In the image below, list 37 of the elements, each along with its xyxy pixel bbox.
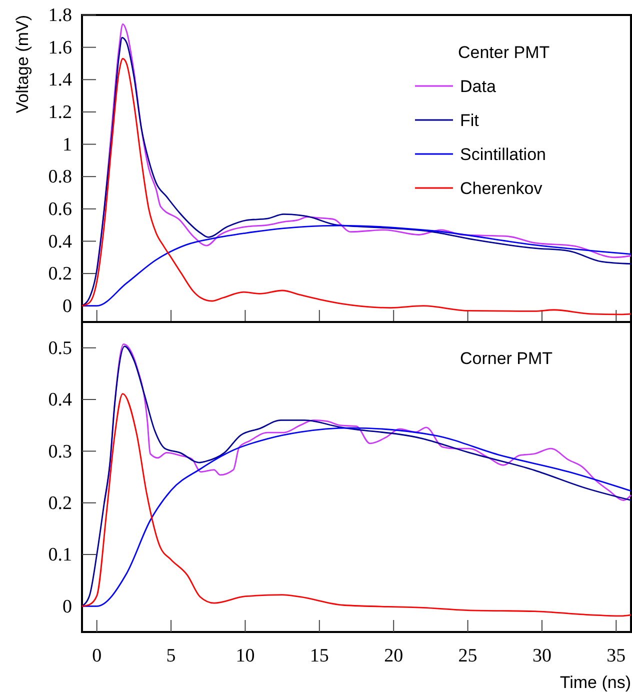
y-tick-label: 0.8 — [48, 166, 72, 188]
y-tick-label: 0.4 — [48, 231, 72, 252]
legend-label: Scintillation — [460, 145, 546, 164]
y-tick-label: 1 — [62, 134, 72, 156]
x-tick-label: 10 — [236, 645, 255, 666]
x-tick-label: 25 — [458, 645, 478, 666]
y-tick-label: 0.3 — [48, 441, 72, 462]
legend-label: Fit — [460, 111, 480, 130]
legend-label: Data — [460, 77, 496, 96]
x-tick-label: 0 — [92, 645, 102, 666]
y-tick-label: 0.1 — [48, 544, 72, 566]
y-tick-label: 1.4 — [48, 70, 72, 91]
y-axis-title: Voltage (mV) — [13, 15, 32, 114]
y-tick-label: 0.6 — [48, 198, 72, 220]
x-axis-title: Time (ns) — [560, 673, 631, 692]
y-tick-label: 0.4 — [48, 390, 72, 411]
x-tick-label: 15 — [310, 645, 329, 666]
y-tick-label: 1.2 — [48, 102, 72, 124]
y-tick-label: 0.2 — [48, 264, 72, 285]
line-series — [81, 346, 632, 607]
line-series — [81, 427, 632, 607]
y-tick-label: 0.2 — [48, 492, 72, 514]
line-series — [81, 224, 632, 307]
y-tick-label: 1.6 — [48, 37, 72, 58]
legend-label: Cherenkov — [460, 179, 543, 198]
y-tick-label: 0 — [62, 596, 72, 618]
line-series — [104, 344, 632, 504]
x-tick-label: 20 — [384, 645, 404, 666]
legend-title: Center PMT — [458, 43, 550, 62]
x-tick-label: 35 — [606, 645, 626, 666]
x-tick-label: 30 — [532, 645, 552, 666]
y-tick-label: 1.8 — [48, 5, 72, 26]
x-tick-label: 5 — [166, 645, 176, 666]
y-tick-label: 0 — [62, 296, 72, 317]
annotation: Corner PMT — [460, 349, 553, 368]
line-series — [81, 393, 632, 617]
y-tick-label: 0.5 — [48, 338, 72, 359]
